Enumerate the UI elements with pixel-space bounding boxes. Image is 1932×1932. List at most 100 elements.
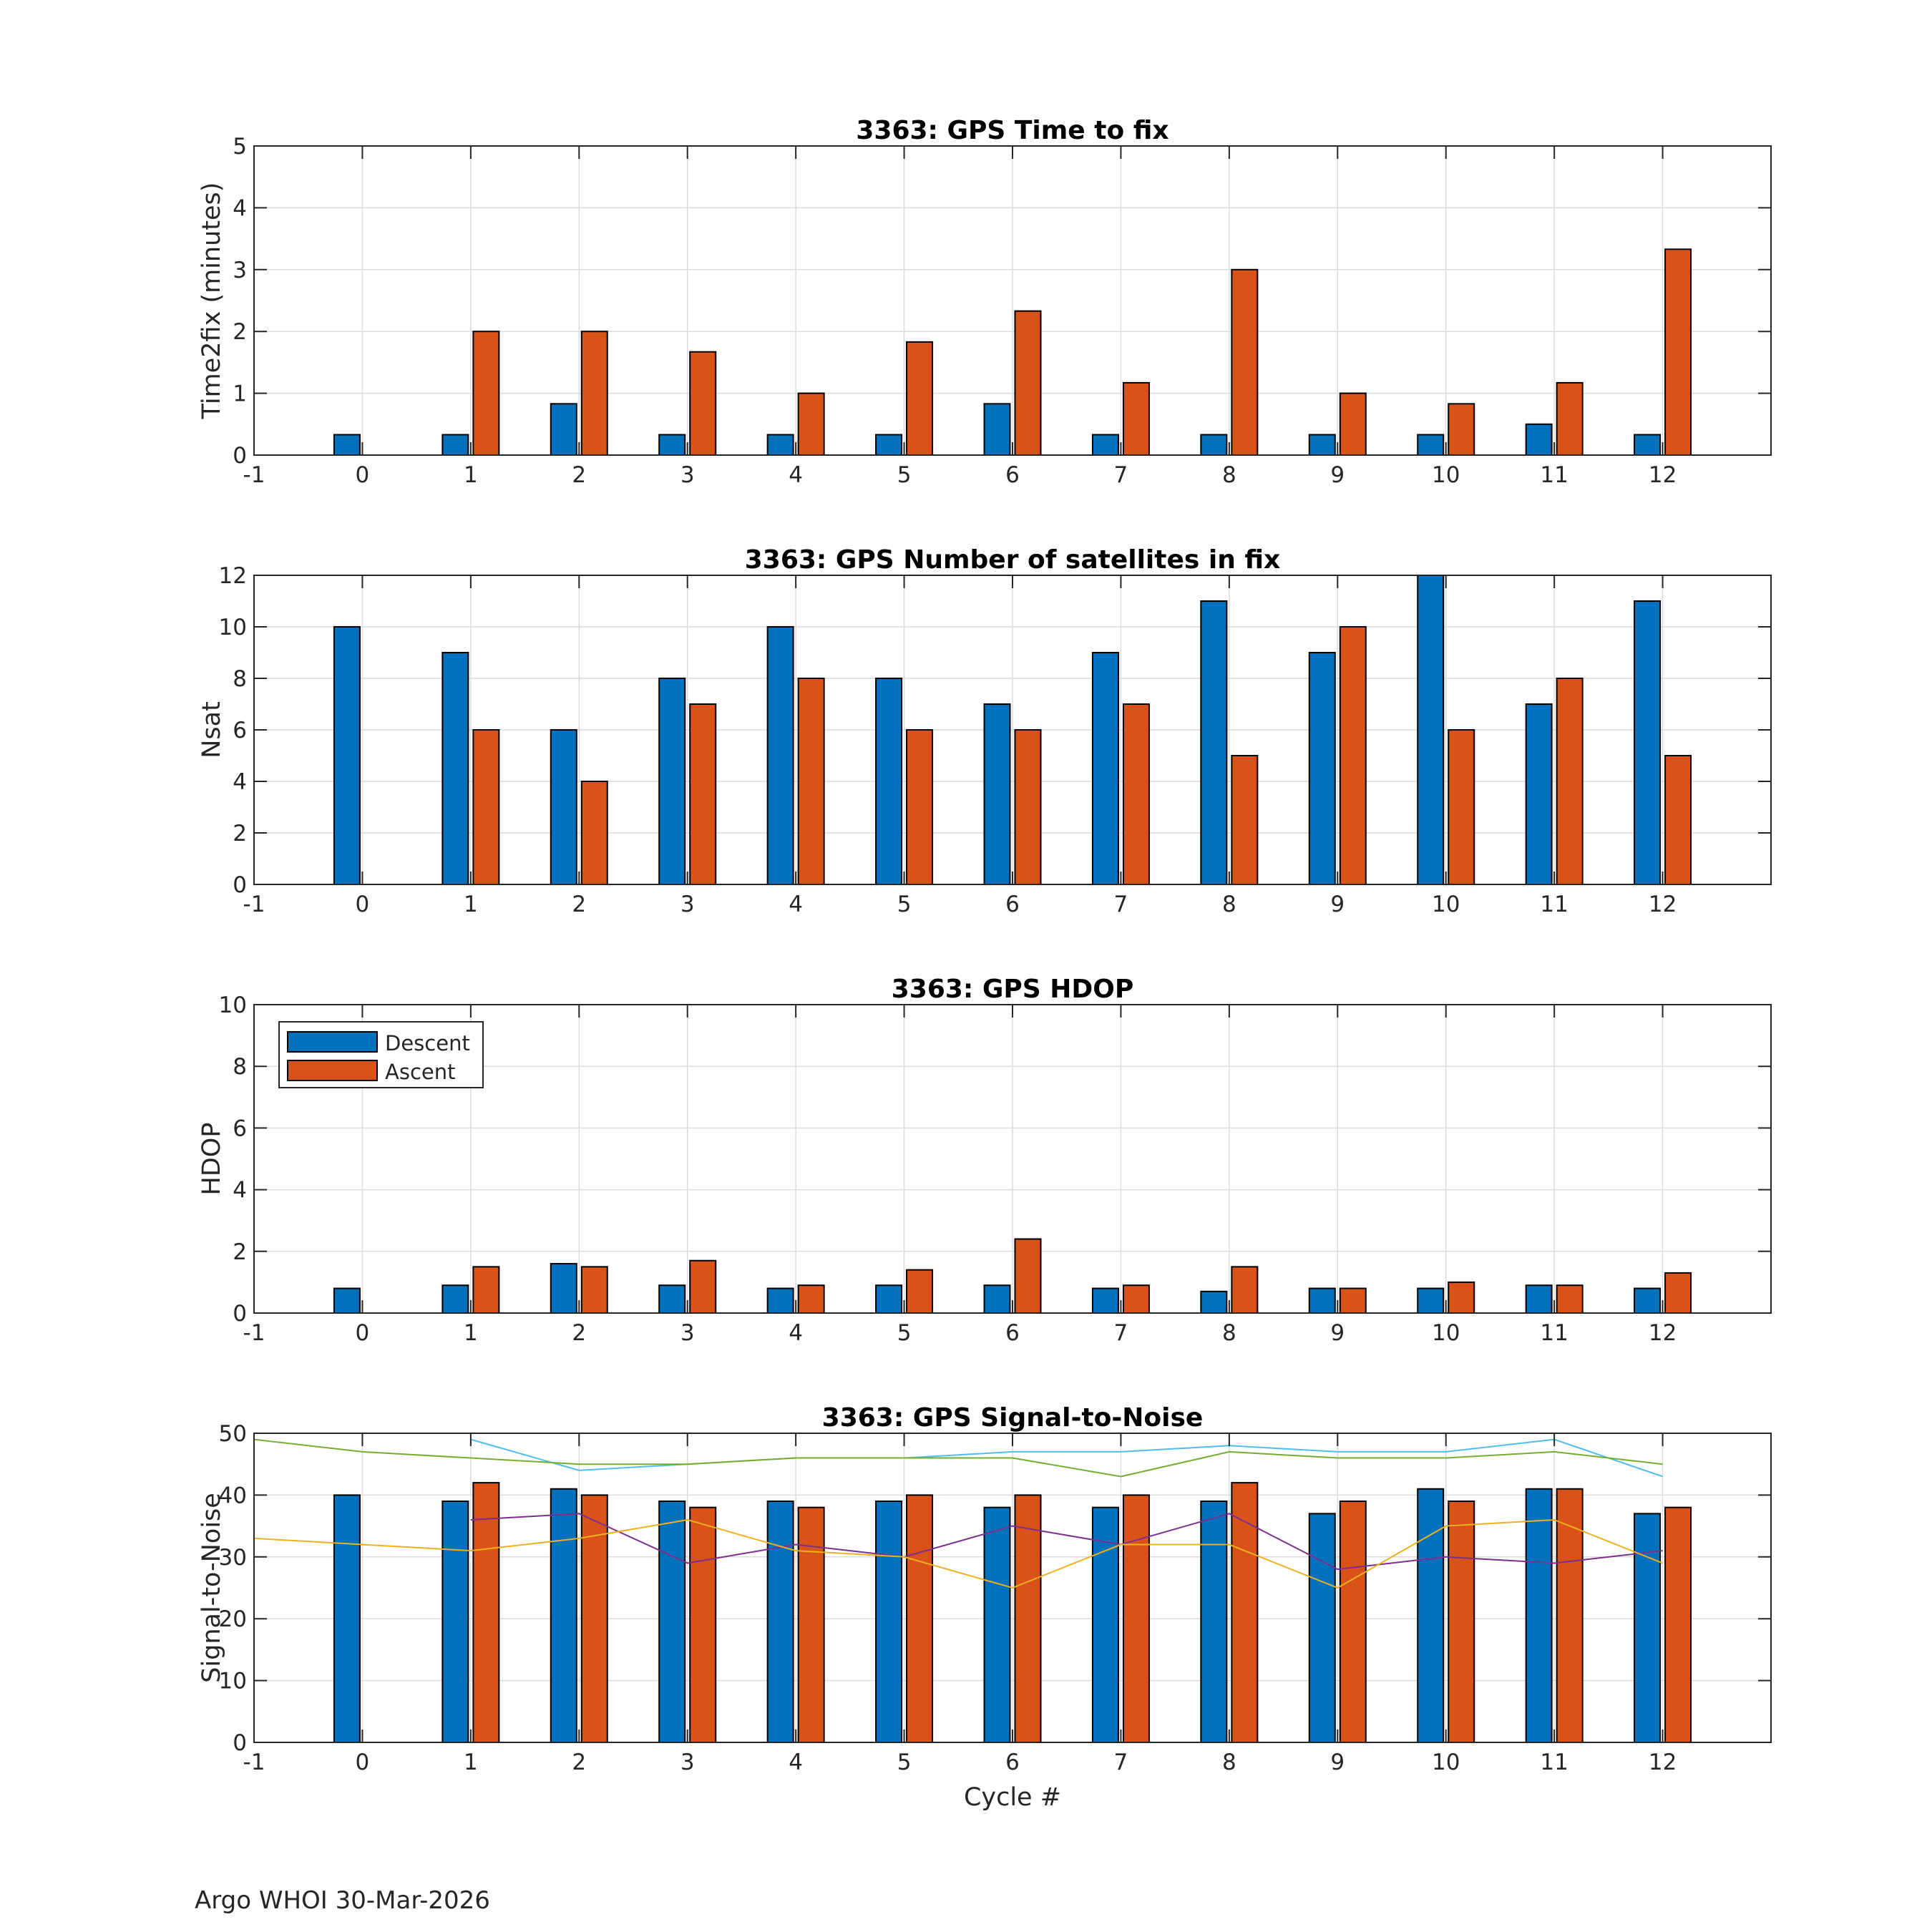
y-tick-label: 4 [233, 1178, 247, 1204]
y-tick-label: 6 [233, 1116, 247, 1141]
y-axis-label: Nsat [197, 701, 226, 758]
bar-descent-cycle-7 [1091, 652, 1119, 885]
bar-ascent-cycle-9 [1339, 1501, 1367, 1744]
bar-descent-cycle-4 [766, 434, 794, 456]
bar-descent-cycle-3 [658, 1501, 686, 1744]
bar-descent-cycle-7 [1091, 1506, 1119, 1743]
x-tick-label: 8 [1222, 1320, 1236, 1346]
x-tick-label: 2 [572, 1320, 586, 1346]
bar-ascent-cycle-2 [580, 331, 608, 457]
bar-ascent-cycle-5 [906, 1269, 934, 1314]
x-tick-label: 7 [1114, 892, 1128, 917]
snr-line-4 [253, 1518, 1663, 1589]
bar-ascent-cycle-9 [1339, 392, 1367, 456]
bar-descent-cycle-6 [983, 1506, 1011, 1743]
legend: Descent Ascent [278, 1021, 484, 1088]
x-tick-label: 10 [1432, 1320, 1460, 1346]
bar-descent-cycle-4 [766, 1501, 794, 1744]
x-tick-label: 1 [464, 1320, 478, 1346]
x-tick-label: 5 [897, 1320, 912, 1346]
bar-ascent-cycle-12 [1664, 755, 1692, 885]
y-tick-label: 2 [233, 319, 247, 345]
y-axis-label: Time2fix (minutes) [197, 182, 226, 420]
y-tick-label: 2 [233, 1239, 247, 1265]
x-tick-label: 6 [1005, 1320, 1020, 1346]
bar-ascent-cycle-2 [580, 781, 608, 885]
bar-descent-cycle-8 [1200, 1290, 1228, 1314]
bar-descent-cycle-10 [1417, 1287, 1445, 1314]
y-tick-label: 1 [233, 381, 247, 407]
x-tick-label: 2 [572, 1750, 586, 1775]
bar-descent-cycle-6 [983, 703, 1011, 885]
bar-descent-cycle-2 [550, 1263, 577, 1314]
x-axis-label: Cycle # [964, 1783, 1061, 1812]
x-tick-label: 11 [1540, 1320, 1568, 1346]
bar-ascent-cycle-1 [472, 1482, 500, 1744]
bar-descent-cycle-2 [550, 403, 577, 457]
x-tick-label: 9 [1330, 462, 1345, 488]
bar-descent-cycle-2 [550, 1488, 577, 1743]
bar-descent-cycle-1 [441, 1284, 469, 1314]
y-tick-label: 3 [233, 258, 247, 283]
y-tick-label: 30 [219, 1545, 247, 1571]
bar-descent-cycle-4 [766, 1287, 794, 1314]
bar-descent-cycle-6 [983, 403, 1011, 457]
bar-descent-cycle-10 [1417, 434, 1445, 456]
bar-ascent-cycle-2 [580, 1494, 608, 1743]
x-tick-label: 12 [1649, 1320, 1677, 1346]
x-tick-label: 0 [356, 462, 370, 488]
footer-credit: Argo WHOI 30-Mar-2026 [195, 1886, 490, 1915]
y-tick-label: 4 [233, 195, 247, 221]
bar-descent-cycle-10 [1417, 575, 1445, 885]
y-tick-label: 0 [233, 1301, 247, 1327]
bar-descent-cycle-6 [983, 1284, 1011, 1314]
y-tick-label: 0 [233, 872, 247, 898]
y-tick-label: 0 [233, 1730, 247, 1756]
y-axis-label: Signal-to-Noise [197, 1493, 226, 1683]
x-tick-label: 3 [680, 1320, 695, 1346]
x-tick-label: 9 [1330, 892, 1345, 917]
bar-ascent-cycle-11 [1556, 1284, 1584, 1314]
chart-title: 3363: GPS HDOP [892, 975, 1134, 1004]
bar-descent-cycle-12 [1634, 434, 1662, 456]
legend-label-descent: Descent [385, 1031, 470, 1055]
bar-ascent-cycle-3 [689, 1506, 717, 1743]
bar-ascent-cycle-10 [1448, 1281, 1475, 1314]
bar-ascent-cycle-5 [906, 729, 934, 885]
x-tick-label: 0 [356, 1750, 370, 1775]
bar-ascent-cycle-10 [1448, 403, 1475, 457]
y-tick-label: 12 [219, 563, 247, 589]
y-tick-label: 10 [219, 615, 247, 640]
bar-descent-cycle-9 [1308, 1513, 1336, 1744]
bar-descent-cycle-8 [1200, 434, 1228, 456]
bar-descent-cycle-11 [1525, 423, 1553, 456]
bar-descent-cycle-3 [658, 434, 686, 456]
bar-descent-cycle-12 [1634, 1287, 1662, 1314]
bar-descent-cycle-12 [1634, 1513, 1662, 1744]
bar-ascent-cycle-4 [797, 392, 825, 456]
bar-descent-cycle-9 [1308, 1287, 1336, 1314]
bar-ascent-cycle-1 [472, 1266, 500, 1314]
y-tick-label: 4 [233, 769, 247, 795]
legend-swatch-ascent [287, 1060, 378, 1081]
bar-ascent-cycle-6 [1014, 729, 1042, 885]
bar-descent-cycle-5 [875, 434, 903, 456]
bar-descent-cycle-3 [658, 1284, 686, 1314]
x-tick-label: 11 [1540, 1750, 1568, 1775]
x-tick-label: 6 [1005, 1750, 1020, 1775]
bar-ascent-cycle-7 [1122, 1494, 1150, 1743]
chart-title: 3363: GPS Time to fix [856, 116, 1169, 145]
bar-descent-cycle-0 [333, 1287, 361, 1314]
bar-ascent-cycle-6 [1014, 310, 1042, 456]
bar-ascent-cycle-5 [906, 1494, 934, 1743]
bar-ascent-cycle-7 [1122, 381, 1150, 456]
x-tick-label: 2 [572, 462, 586, 488]
x-tick-label: 4 [789, 1320, 803, 1346]
bar-descent-cycle-11 [1525, 703, 1553, 885]
x-tick-label: 4 [789, 892, 803, 917]
bar-descent-cycle-7 [1091, 1287, 1119, 1314]
bar-ascent-cycle-2 [580, 1266, 608, 1314]
bar-descent-cycle-9 [1308, 434, 1336, 456]
bar-descent-cycle-2 [550, 729, 577, 885]
bar-ascent-cycle-11 [1556, 678, 1584, 885]
